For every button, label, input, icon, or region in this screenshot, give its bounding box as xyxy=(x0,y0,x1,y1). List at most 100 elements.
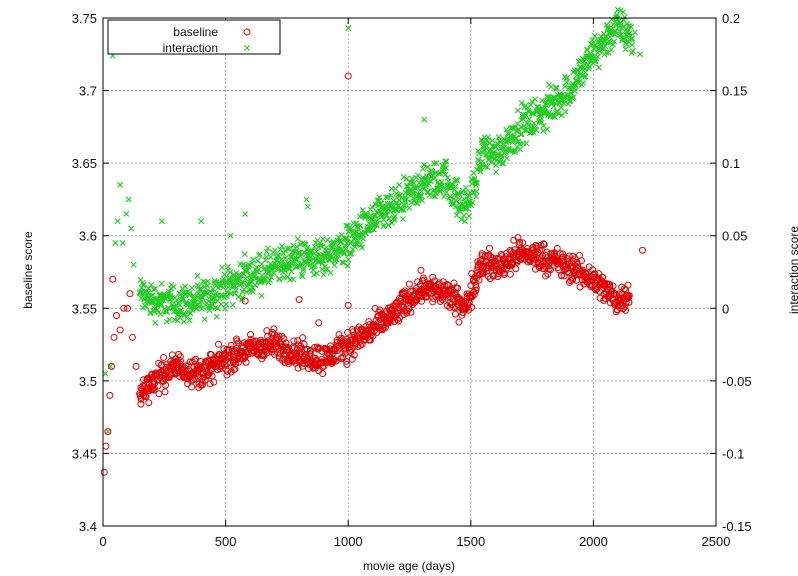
data-point-interaction xyxy=(348,250,355,257)
data-point-interaction xyxy=(150,286,157,293)
data-point-interaction-stroke xyxy=(278,256,285,263)
data-point-interaction-stroke xyxy=(188,284,195,291)
data-point-interaction-stroke xyxy=(420,186,427,193)
data-point-interaction-stroke xyxy=(286,265,293,272)
data-point-interaction xyxy=(288,268,295,275)
data-point-interaction-stroke xyxy=(344,222,351,229)
data-point-interaction xyxy=(232,279,239,286)
data-point-interaction xyxy=(211,295,218,302)
data-point-interaction-stroke xyxy=(258,292,265,299)
data-point-interaction-stroke xyxy=(320,257,327,264)
data-point-interaction-stroke xyxy=(298,271,305,278)
data-point-interaction-stroke xyxy=(400,206,407,213)
data-point-interaction-stroke xyxy=(177,307,184,314)
data-point-interaction xyxy=(489,137,496,144)
data-point-interaction-stroke xyxy=(363,213,370,220)
data-point-interaction-stroke xyxy=(314,237,321,244)
data-point-interaction-stroke xyxy=(380,216,387,223)
data-point-interaction xyxy=(199,294,206,301)
data-point-baseline xyxy=(188,383,196,391)
data-point-interaction-stroke xyxy=(357,222,364,229)
data-point-interaction xyxy=(188,284,195,291)
data-point-interaction xyxy=(157,311,164,318)
data-point-interaction-stroke xyxy=(264,245,271,252)
data-point-interaction-stroke xyxy=(148,281,155,288)
data-point-interaction-stroke xyxy=(218,301,225,308)
data-point-interaction xyxy=(386,215,392,222)
data-point-interaction xyxy=(408,180,415,187)
data-point-interaction xyxy=(385,222,392,229)
series-layer xyxy=(100,6,646,476)
data-point-interaction-stroke xyxy=(402,199,409,206)
data-point-interaction-stroke xyxy=(217,292,224,299)
data-point-interaction-stroke xyxy=(170,283,177,290)
data-point-interaction-stroke xyxy=(346,251,353,258)
data-point-interaction-stroke xyxy=(200,289,207,296)
data-point-interaction-stroke xyxy=(431,193,438,200)
data-point-interaction xyxy=(158,280,165,287)
data-point-interaction-stroke xyxy=(402,197,409,204)
data-point-interaction-stroke xyxy=(267,254,274,261)
data-point-interaction-stroke xyxy=(394,200,401,207)
data-point-interaction xyxy=(242,210,249,217)
data-point-interaction-stroke xyxy=(359,207,366,214)
data-point-interaction xyxy=(413,199,420,206)
data-point-interaction-stroke xyxy=(426,181,432,188)
data-point-interaction xyxy=(548,83,555,90)
data-point-interaction-stroke xyxy=(157,311,164,318)
data-point-interaction-stroke xyxy=(406,204,413,211)
data-point-interaction-stroke xyxy=(167,285,174,292)
data-point-interaction-stroke xyxy=(348,250,355,257)
data-point-interaction-stroke xyxy=(421,161,428,168)
data-point-interaction-stroke xyxy=(206,307,213,314)
data-point-interaction-stroke xyxy=(240,261,247,268)
data-point-baseline xyxy=(168,351,176,359)
data-point-interaction xyxy=(421,116,428,123)
data-point-interaction xyxy=(322,266,329,273)
data-point-interaction-stroke xyxy=(341,235,348,242)
data-point-interaction-stroke xyxy=(396,192,403,199)
data-point-interaction xyxy=(223,293,230,300)
data-point-interaction xyxy=(620,9,627,16)
data-point-interaction-stroke xyxy=(410,190,417,197)
data-point-interaction-stroke xyxy=(419,174,426,181)
data-point-interaction-stroke xyxy=(237,276,244,283)
data-point-interaction-stroke xyxy=(270,270,277,277)
data-point-interaction-stroke xyxy=(266,277,273,284)
data-point-interaction xyxy=(294,235,301,242)
data-point-interaction-stroke xyxy=(268,274,275,281)
data-point-interaction-stroke xyxy=(163,318,170,325)
data-point-interaction-stroke xyxy=(418,192,425,199)
data-point-interaction-stroke xyxy=(212,290,219,297)
data-point-interaction xyxy=(373,221,380,228)
data-point-interaction xyxy=(402,199,409,206)
data-point-baseline xyxy=(161,388,169,396)
data-point-interaction-stroke xyxy=(431,160,438,167)
data-point-interaction-stroke xyxy=(214,292,221,299)
data-point-interaction-stroke xyxy=(341,250,348,257)
data-point-interaction-stroke xyxy=(142,304,149,311)
data-point-interaction xyxy=(293,243,300,250)
data-point-interaction-stroke xyxy=(248,278,255,285)
data-point-interaction xyxy=(402,197,409,204)
data-point-interaction-stroke xyxy=(212,304,219,311)
data-point-interaction-stroke xyxy=(399,216,406,223)
data-point-interaction-stroke xyxy=(177,291,184,298)
data-point-interaction xyxy=(366,227,373,234)
data-point-baseline xyxy=(299,334,307,342)
data-point-interaction xyxy=(281,274,288,281)
data-point-interaction-stroke xyxy=(210,285,217,292)
data-point-interaction xyxy=(250,256,257,263)
data-point-interaction xyxy=(339,259,346,266)
series-baseline xyxy=(100,72,646,476)
data-point-interaction xyxy=(435,170,442,177)
data-point-interaction-stroke xyxy=(371,221,378,228)
data-point-interaction-stroke xyxy=(333,256,340,263)
data-point-interaction xyxy=(220,284,227,291)
data-point-interaction-stroke xyxy=(303,246,310,253)
data-point-interaction xyxy=(335,252,342,258)
data-point-interaction xyxy=(431,193,438,200)
data-point-interaction xyxy=(165,288,172,295)
data-point-interaction xyxy=(303,196,310,203)
data-point-interaction xyxy=(399,216,406,223)
